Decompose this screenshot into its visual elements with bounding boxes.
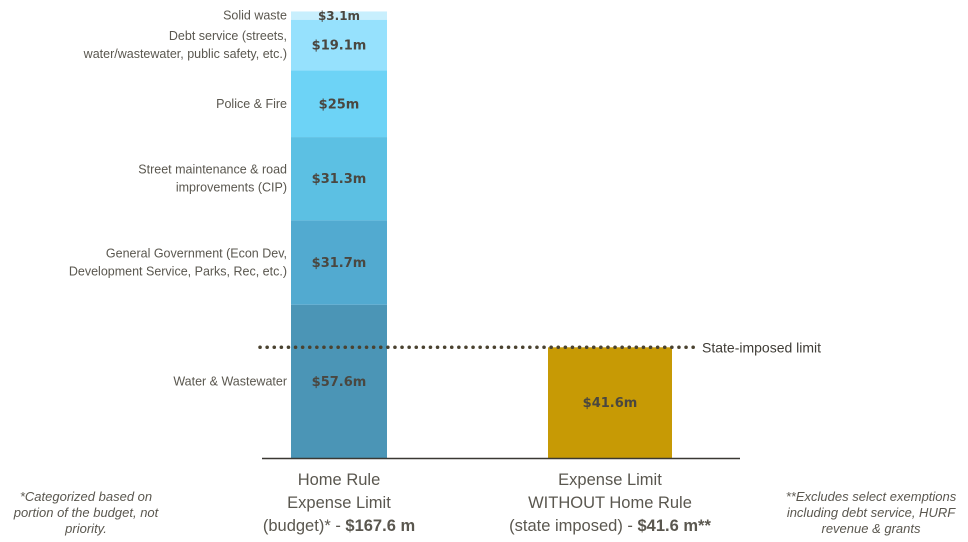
bar-segment-general-government-econ-dev — [291, 220, 387, 305]
bar-segment-street-maintenance-road — [291, 137, 387, 221]
bar-segment-debt-service-streets — [291, 19, 387, 71]
value-label-solid-waste: $3.1m — [318, 9, 360, 23]
bar-segment-solid-waste — [291, 11, 387, 20]
value-label-debt-service-streets: $19.1m — [312, 39, 367, 54]
segment-label-water-wastewater: Water & Wastewater — [173, 374, 287, 388]
segment-label-general-government-econ-dev: General Government (Econ Dev, Development… — [69, 247, 287, 279]
value-label-street-maintenance-road: $31.3m — [312, 172, 367, 187]
bar-segment-police-fire — [291, 70, 387, 138]
state-limit-label: State-imposed limit — [702, 339, 821, 355]
segment-label-debt-service-streets: Debt service (streets, water/wastewater, … — [83, 29, 287, 61]
segment-label-street-maintenance-road: Street maintenance & road improvements (C… — [138, 163, 287, 195]
bar-state-limit — [548, 347, 672, 458]
value-label-general-government-econ-dev: $31.7m — [312, 256, 367, 271]
footnote-categorized: *Categorized based on portion of the bud… — [13, 489, 159, 536]
value-label-water-wastewater: $57.6m — [312, 375, 367, 390]
value-label-police-fire: $25m — [319, 97, 360, 112]
segment-label-solid-waste: Solid waste — [223, 9, 287, 23]
x-category-label-1: Home Rule Expense Limit (budget)* - $167.6… — [263, 471, 415, 535]
bar-segment-water-wastewater — [291, 304, 387, 458]
footnote-exclusions: **Excludes select exemptions including d… — [785, 489, 957, 536]
x-category-label-2: Expense Limit WITHOUT Home Rule (state imp… — [509, 471, 711, 535]
value-label-state-limit: $41.6m — [583, 396, 638, 411]
segment-label-police-fire: Police & Fire — [216, 97, 287, 111]
